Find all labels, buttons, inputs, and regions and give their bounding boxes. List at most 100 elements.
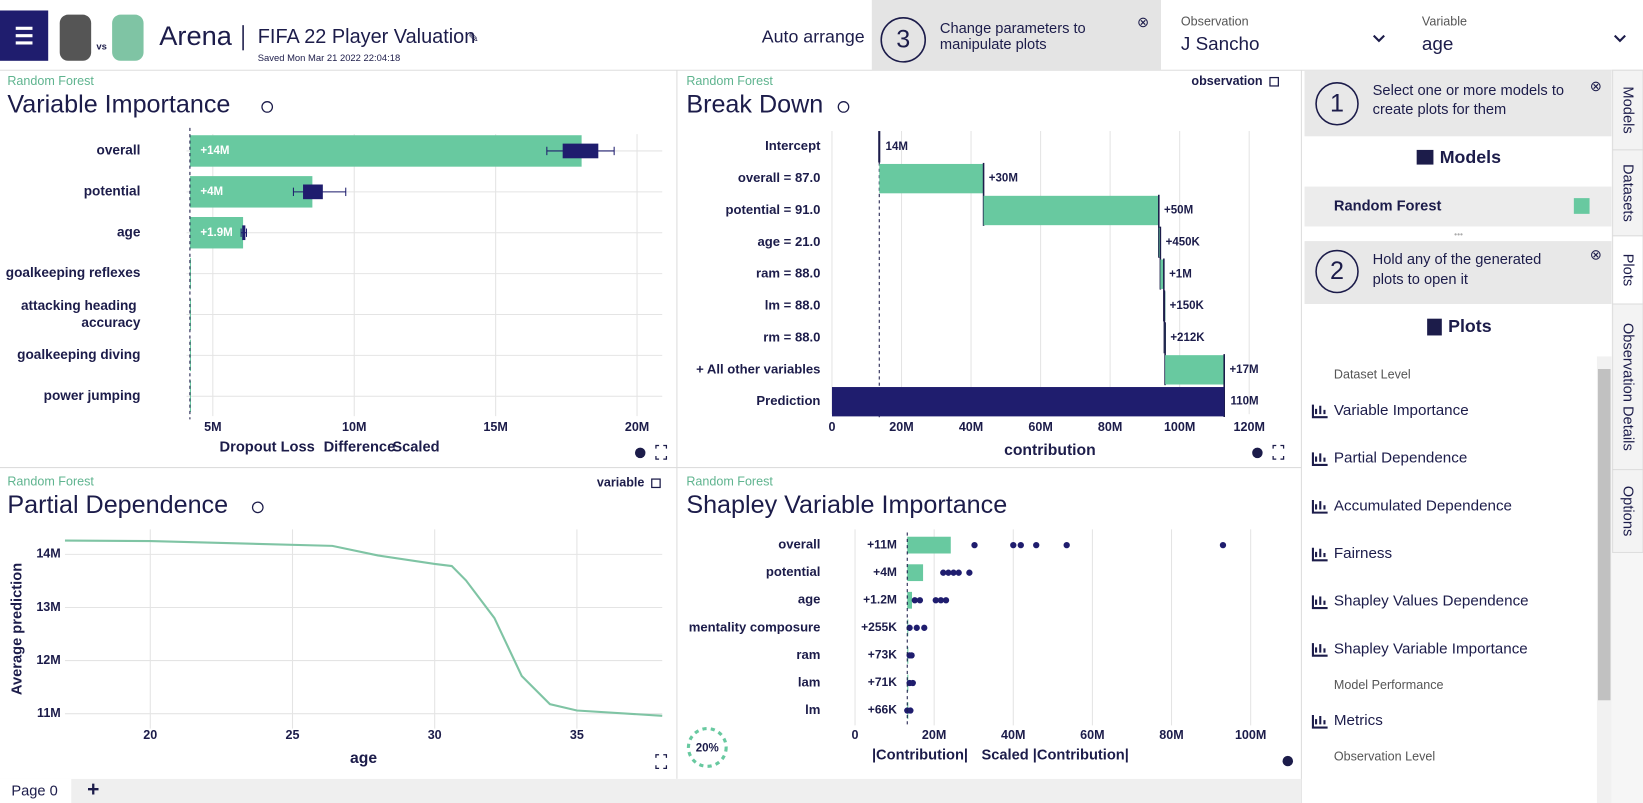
- hint-circle: [1315, 82, 1359, 126]
- x-tick-label: 80M: [1159, 728, 1183, 742]
- y-tick-label: 12M: [36, 653, 60, 667]
- y-tick-label: potential: [84, 183, 141, 198]
- x-option[interactable]: |Contribution|: [872, 748, 968, 764]
- panel-borders: [0, 70, 1302, 803]
- dropdown-arrow[interactable]: [1613, 34, 1626, 43]
- y-tick-label: age = 21.0: [757, 234, 820, 249]
- plot-item[interactable]: Shapley Variable Importance: [1334, 640, 1528, 657]
- bar: [189, 176, 313, 208]
- observation-value[interactable]: J Sancho: [1181, 33, 1260, 54]
- panel-title[interactable]: Break Down: [686, 91, 823, 119]
- value-label: +50M: [1164, 205, 1193, 217]
- x-tick-label: 20: [143, 728, 157, 742]
- value-label: +71K: [868, 675, 897, 689]
- point: [916, 597, 924, 604]
- section-title: Observation Level: [1334, 750, 1435, 764]
- box: [242, 225, 246, 241]
- variable-value[interactable]: age: [1422, 33, 1453, 54]
- plot-icon: [1311, 547, 1328, 562]
- close-hint[interactable]: ⊗: [1590, 248, 1602, 264]
- side-tab-label[interactable]: Datasets: [1619, 164, 1635, 222]
- y-tick-label: overall: [778, 537, 820, 552]
- side-tab[interactable]: [1612, 69, 1643, 151]
- page-tab[interactable]: [0, 778, 72, 803]
- point: [940, 569, 947, 576]
- logo-left: [59, 14, 92, 61]
- bar: [907, 536, 951, 554]
- auto-arrange[interactable]: Auto arrange: [762, 26, 865, 46]
- side-tab[interactable]: [1612, 469, 1643, 553]
- point: [1063, 541, 1070, 549]
- y-tick-label: overall = 87.0: [738, 170, 821, 185]
- y-tick-label: goalkeeping reflexes: [6, 265, 141, 280]
- value-label: +150K: [1170, 300, 1205, 312]
- side-tab-label[interactable]: Plots: [1619, 254, 1635, 287]
- panel-tag: variable: [597, 476, 644, 490]
- x-option[interactable]: Scaled |Contribution|: [981, 748, 1128, 764]
- bar: [1165, 355, 1225, 385]
- scrollbar-thumb[interactable]: [1597, 369, 1611, 701]
- side-tab-label[interactable]: Options: [1619, 486, 1635, 537]
- value-label: 14M: [886, 141, 908, 153]
- session-title[interactable]: FIFA 22 Player Valuation: [258, 26, 476, 48]
- plot-item[interactable]: Variable Importance: [1334, 402, 1469, 419]
- y-tick-label: + All other variables: [696, 361, 820, 376]
- side-tab[interactable]: [1612, 235, 1643, 305]
- bar: [983, 195, 1159, 226]
- point: [942, 597, 950, 604]
- hint-box: [1304, 70, 1612, 137]
- y-tick-label: lm: [805, 702, 820, 717]
- y-axis-title: Average prediction: [10, 563, 26, 695]
- x-tick-label: 5M: [204, 420, 221, 434]
- bar: [879, 163, 984, 194]
- plot-icon: [1311, 452, 1328, 466]
- x-axis-title: contribution: [1004, 442, 1096, 459]
- close-hint[interactable]: ⊗: [1590, 79, 1602, 95]
- plot-item[interactable]: Metrics: [1334, 712, 1383, 729]
- y-tick-label: attacking heading accuracy: [21, 298, 141, 330]
- drag-handle[interactable]: •••: [1454, 229, 1463, 239]
- y-tick-label: mentality composure: [689, 619, 821, 634]
- intercept: [878, 131, 881, 163]
- plot-item[interactable]: Accumulated Dependence: [1334, 497, 1512, 514]
- model-name[interactable]: Random Forest: [1334, 198, 1442, 214]
- plot-item[interactable]: Partial Dependence: [1334, 450, 1467, 467]
- x-tick-label: 80M: [1098, 420, 1122, 434]
- plot-item[interactable]: Fairness: [1334, 545, 1393, 562]
- side-tab-label[interactable]: Models: [1619, 86, 1635, 133]
- value-label: +66K: [868, 703, 897, 717]
- hint-circle: [880, 17, 927, 63]
- box: [562, 143, 599, 159]
- panel-title[interactable]: Partial Dependence: [7, 491, 228, 519]
- x-option[interactable]: Dropout Loss: [220, 439, 315, 455]
- panel-title[interactable]: Shapley Variable Importance: [686, 491, 1007, 519]
- bar: [907, 564, 924, 582]
- y-tick-label: rm = 88.0: [763, 329, 820, 344]
- model-row[interactable]: [1304, 186, 1612, 227]
- panel-tag: observation: [1191, 74, 1262, 88]
- x-tick-label: 40M: [959, 420, 983, 434]
- x-tick-label: 0: [852, 728, 859, 742]
- y-tick-label: 13M: [36, 600, 60, 614]
- edit-icon[interactable]: ✎: [468, 31, 479, 45]
- gear-icons[interactable]: [634, 447, 1294, 767]
- dropdown-arrow[interactable]: [1372, 34, 1385, 43]
- footer-bg: [0, 778, 1302, 803]
- hint-step: 1: [1330, 89, 1344, 117]
- x-option[interactable]: Difference: [324, 439, 396, 455]
- side-tab[interactable]: [1612, 149, 1643, 237]
- value-label: +255K: [861, 620, 897, 634]
- x-option[interactable]: Scaled: [392, 439, 439, 455]
- add-page[interactable]: +: [87, 778, 99, 801]
- close-hint[interactable]: ⊗: [1137, 15, 1149, 31]
- icons: [251, 76, 1285, 770]
- point: [945, 569, 952, 576]
- side-tab-label[interactable]: Observation Details: [1619, 323, 1635, 451]
- y-tick-label: potential = 91.0: [726, 202, 821, 217]
- point: [966, 569, 973, 576]
- panel-title[interactable]: Variable Importance: [7, 91, 230, 119]
- plot-item[interactable]: Shapley Values Dependence: [1334, 593, 1529, 610]
- bar: [189, 135, 582, 167]
- page-tab-label[interactable]: Page 0: [11, 783, 57, 799]
- model-name: Random Forest: [7, 475, 94, 489]
